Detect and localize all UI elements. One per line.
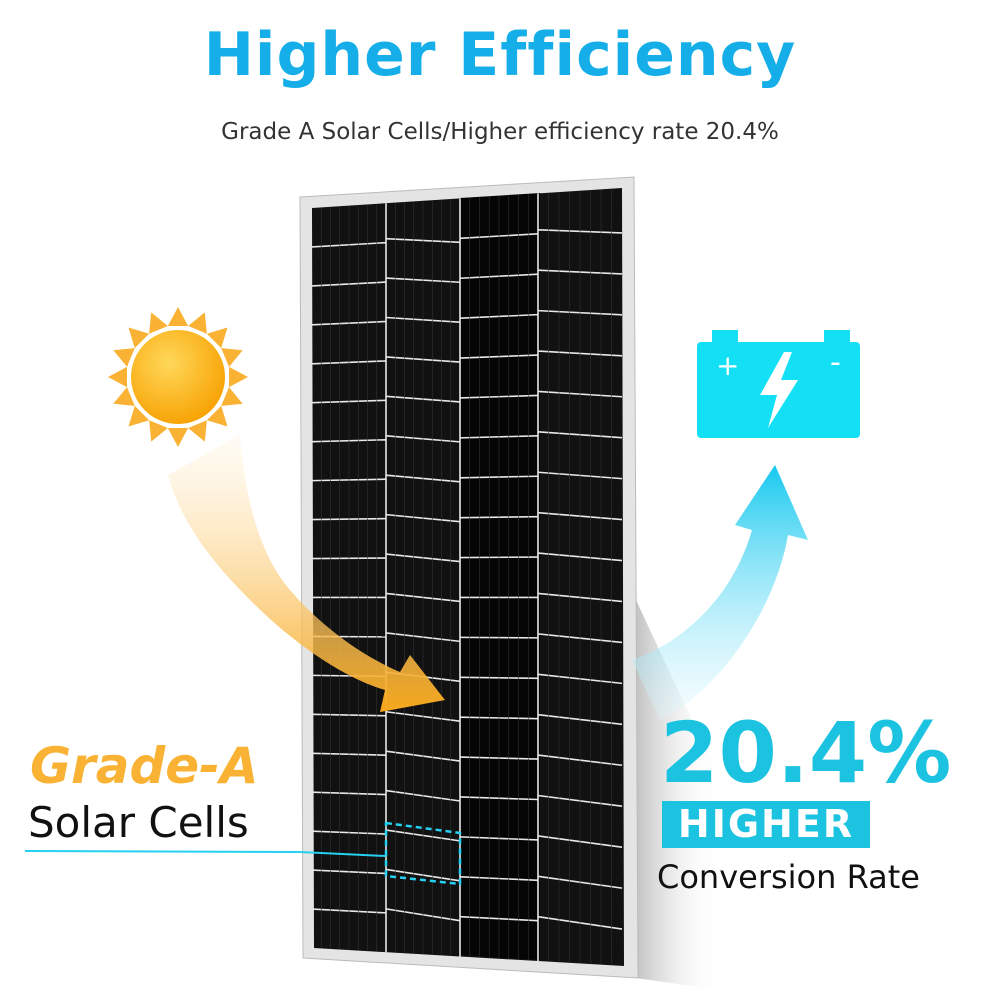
lightning-bolt-icon <box>760 352 798 428</box>
sun-ray <box>149 312 168 334</box>
sun-ray <box>206 327 228 349</box>
sun-ray <box>167 307 189 326</box>
battery-icon: + - <box>697 330 860 438</box>
sun-ray <box>149 420 168 442</box>
sun-ray <box>113 348 135 367</box>
curved-arrow-blue <box>632 465 808 720</box>
sun-ray <box>108 366 127 388</box>
sun-ray <box>229 366 248 388</box>
solar-cells-label: Solar Cells <box>28 798 249 847</box>
sun-icon <box>108 307 248 447</box>
conversion-rate-label: Conversion Rate <box>657 858 920 896</box>
efficiency-value: 20.4% <box>660 704 952 802</box>
sun-ray <box>221 348 243 367</box>
sun-ray <box>128 327 150 349</box>
battery-minus: - <box>830 345 841 380</box>
sun-ray <box>128 405 150 427</box>
grade-a-label: Grade-A <box>30 737 259 795</box>
higher-badge: HIGHER <box>662 801 870 848</box>
cell-highlight <box>384 821 462 886</box>
sun-ray <box>188 312 207 334</box>
battery-plus: + <box>716 349 739 382</box>
callout-line <box>24 850 387 857</box>
sun-ray <box>167 428 189 447</box>
page-title: Higher Efficiency <box>203 20 797 90</box>
subtitle: Grade A Solar Cells/Higher efficiency ra… <box>221 119 779 145</box>
curved-arrow-orange <box>168 435 445 712</box>
sun-ray <box>221 387 243 406</box>
sun-ray <box>206 405 228 427</box>
sun-ray <box>113 387 135 406</box>
solar-panel <box>299 176 639 979</box>
sun-ray <box>188 420 207 442</box>
